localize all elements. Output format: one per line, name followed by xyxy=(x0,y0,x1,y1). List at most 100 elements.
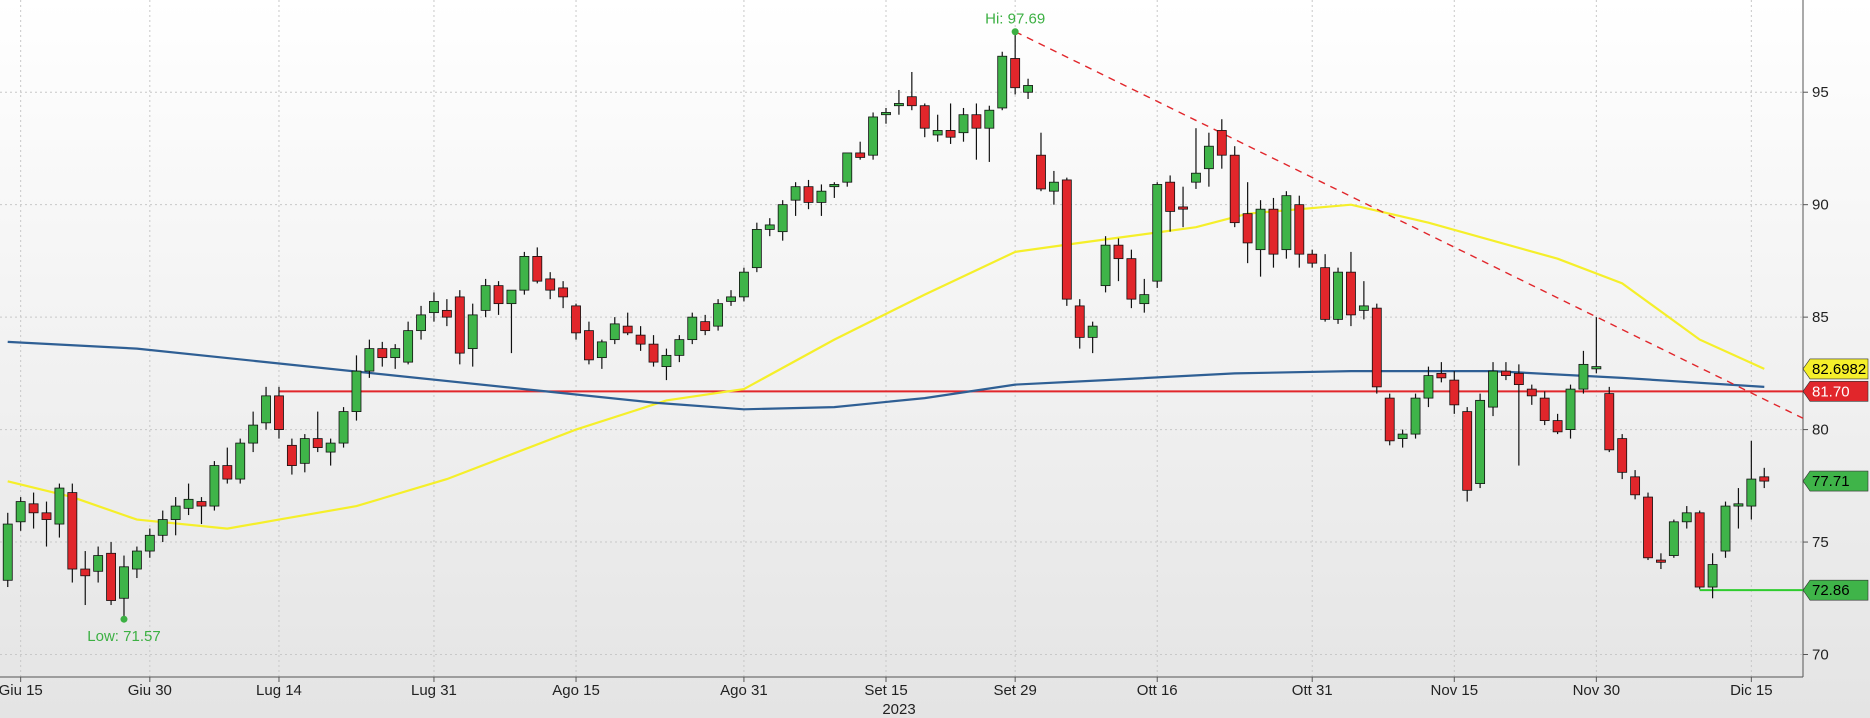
annotation-dot xyxy=(1011,28,1019,36)
candle-body xyxy=(351,370,362,412)
candle-body xyxy=(119,566,129,599)
candle-body xyxy=(209,465,220,507)
candle-body xyxy=(816,190,827,203)
candle-body xyxy=(157,519,168,536)
candle-body xyxy=(1513,372,1524,386)
candle-body xyxy=(403,330,414,363)
candle-body xyxy=(1216,130,1227,156)
candle-body xyxy=(1113,244,1124,260)
candle-body xyxy=(1074,305,1085,338)
candle-body xyxy=(532,256,543,282)
candle-body xyxy=(1681,512,1692,523)
x-tick-label: Dic 15 xyxy=(1730,682,1773,699)
candle-body xyxy=(80,568,91,577)
candle-body xyxy=(416,314,426,332)
candle-body xyxy=(338,411,349,444)
candle-body xyxy=(1371,307,1382,388)
candle-body xyxy=(1346,271,1356,316)
candle-body xyxy=(196,501,207,507)
candle-body xyxy=(1152,184,1163,282)
candle-body xyxy=(364,348,375,372)
candle-body xyxy=(881,112,891,116)
candle-body xyxy=(1100,244,1111,287)
candle-body xyxy=(1191,172,1201,183)
candle-body xyxy=(93,555,104,572)
candle-body xyxy=(1126,258,1137,300)
candle-body xyxy=(687,316,698,341)
candle-body xyxy=(1539,397,1550,421)
candle-body xyxy=(984,109,995,129)
candle-body xyxy=(674,339,685,356)
candle-body xyxy=(1281,195,1292,251)
candle-body xyxy=(235,442,246,480)
y-tick-label: 90 xyxy=(1812,197,1829,214)
candle-body xyxy=(390,348,401,359)
candle-body xyxy=(1410,397,1421,435)
candle-body xyxy=(1449,379,1460,406)
y-tick-label: 95 xyxy=(1812,84,1829,101)
candle-body xyxy=(1423,375,1434,399)
x-tick-label: Lug 14 xyxy=(256,682,302,699)
candle-body xyxy=(868,116,879,156)
x-tick-label: Ago 31 xyxy=(720,682,768,699)
candle-body xyxy=(1565,388,1576,430)
candle-body xyxy=(1139,294,1150,305)
candle-body xyxy=(183,498,194,509)
candle-body xyxy=(945,130,956,138)
candle-body xyxy=(971,114,982,129)
candle-body xyxy=(1061,179,1072,300)
price-tag xyxy=(1802,470,1869,492)
price-tag xyxy=(1802,381,1869,402)
candle-body xyxy=(1720,505,1731,552)
candle-body xyxy=(286,444,297,466)
candle-body xyxy=(1591,366,1602,370)
x-tick-label: Giu 15 xyxy=(0,682,43,699)
candle-body xyxy=(15,501,26,523)
candle-body xyxy=(28,503,39,514)
candle-body xyxy=(997,55,1008,109)
candle-body xyxy=(1294,204,1305,255)
candle-body xyxy=(596,341,607,359)
candle-body xyxy=(1707,564,1718,588)
candle-body xyxy=(829,184,840,188)
candle-body xyxy=(919,105,930,129)
candle-body xyxy=(777,204,788,233)
annotation-label: Low: 71.57 xyxy=(87,628,160,645)
candle-body xyxy=(842,152,853,183)
candle-body xyxy=(1036,154,1046,190)
candle-body xyxy=(1668,521,1679,556)
candle-body xyxy=(1501,370,1511,377)
candle-body xyxy=(454,296,465,354)
candle-body xyxy=(751,229,762,269)
x-tick-label: Set 15 xyxy=(864,682,907,699)
candle-body xyxy=(545,278,556,291)
x-tick-label: Ago 15 xyxy=(552,682,600,699)
candle-body xyxy=(713,303,724,327)
candle-body xyxy=(1203,145,1214,170)
candle-body xyxy=(429,300,439,314)
x-tick-label: Nov 30 xyxy=(1573,682,1621,699)
price-tag xyxy=(1802,579,1869,601)
candle-body xyxy=(506,289,517,305)
candle-body xyxy=(803,186,814,203)
candle-body xyxy=(2,523,13,581)
candle-body xyxy=(1358,305,1369,311)
candle-body xyxy=(67,492,78,570)
candle-body xyxy=(41,512,52,520)
candle-body xyxy=(222,465,233,480)
candle-body xyxy=(1255,208,1266,251)
y-tick-label: 85 xyxy=(1812,309,1829,326)
candle-body xyxy=(1229,154,1240,224)
candle-body xyxy=(377,348,388,359)
year-label: 2023 xyxy=(882,701,915,718)
candle-body xyxy=(170,505,181,520)
candle-body xyxy=(106,552,116,601)
candle-body xyxy=(1694,512,1705,588)
y-tick-label: 70 xyxy=(1812,647,1829,664)
candle-body xyxy=(1320,267,1331,320)
candle-body xyxy=(248,424,259,444)
y-tick-label: 75 xyxy=(1812,534,1829,551)
candle-body xyxy=(480,285,491,311)
candle-body xyxy=(299,438,310,464)
